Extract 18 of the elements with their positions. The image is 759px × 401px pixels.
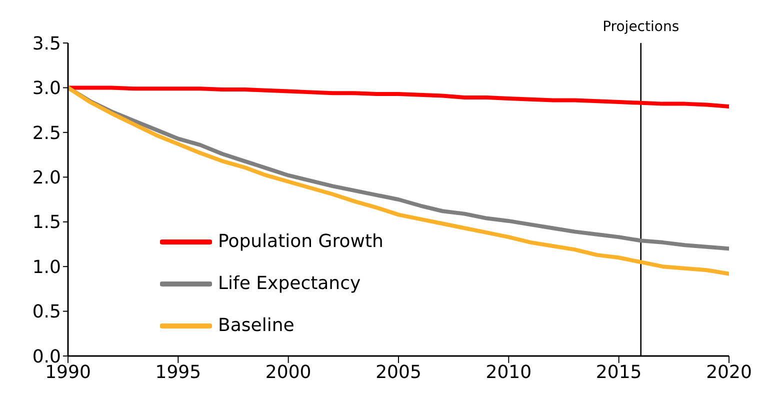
legend-label: Life Expectancy xyxy=(218,273,361,294)
legend-label: Baseline xyxy=(218,315,294,336)
x-tick-label: 2020 xyxy=(706,362,752,383)
x-tick-label: 2010 xyxy=(486,362,532,383)
y-tick-label: 1.0 xyxy=(32,256,61,278)
x-tick-label: 2000 xyxy=(265,362,312,383)
y-tick-label: 0.5 xyxy=(32,302,61,323)
x-tick-label: 2015 xyxy=(596,362,642,383)
x-tick-label: 1995 xyxy=(155,362,202,383)
y-tick-label: 3.0 xyxy=(32,78,61,100)
y-tick-label: 3.5 xyxy=(32,33,61,54)
x-tick-label: 2005 xyxy=(376,362,422,383)
y-tick-label: 1.5 xyxy=(32,212,61,234)
y-tick-label: 2.5 xyxy=(32,122,61,144)
y-tick-label: 2.0 xyxy=(32,168,61,189)
ref-line-label: Projections xyxy=(602,19,680,35)
legend-label: Population Growth xyxy=(218,231,384,252)
line-series xyxy=(68,86,729,108)
